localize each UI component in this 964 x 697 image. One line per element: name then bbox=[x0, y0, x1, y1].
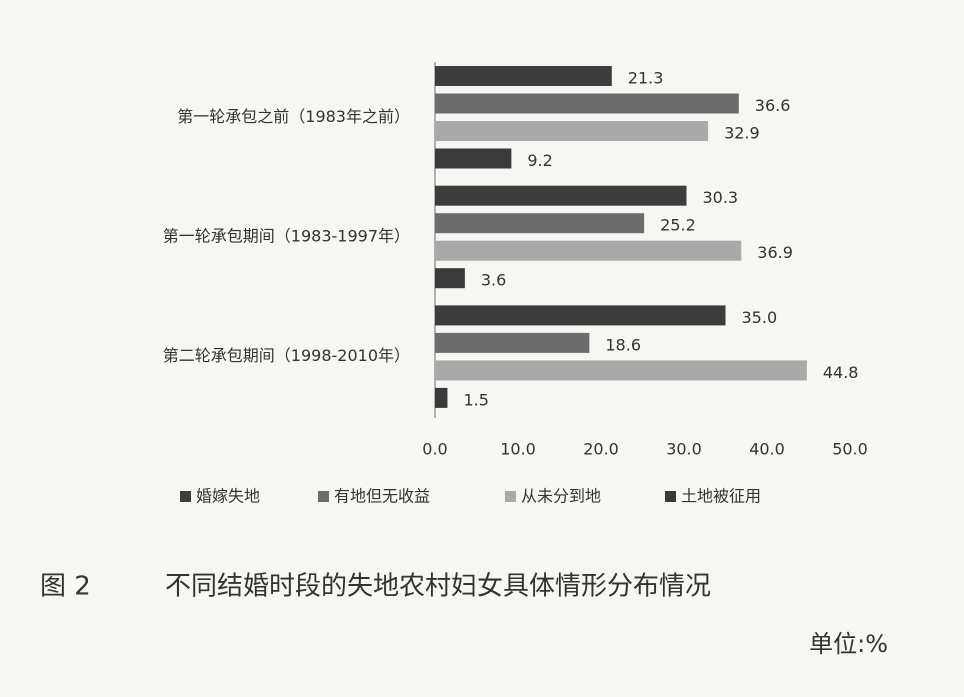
value-label: 36.9 bbox=[757, 243, 793, 262]
bar bbox=[435, 121, 709, 141]
value-label: 25.2 bbox=[660, 216, 696, 235]
legend-swatch bbox=[318, 491, 329, 502]
value-label: 32.9 bbox=[724, 124, 760, 143]
figure-label: 图 2 bbox=[40, 572, 91, 602]
bar bbox=[435, 268, 465, 289]
bar bbox=[435, 332, 590, 353]
legend-label: 从未分到地 bbox=[521, 487, 601, 506]
value-label: 1.5 bbox=[463, 390, 488, 409]
legend-swatch bbox=[665, 491, 676, 502]
legend-label: 婚嫁失地 bbox=[196, 487, 260, 506]
x-tick-label: 50.0 bbox=[832, 440, 868, 459]
value-label: 35.0 bbox=[742, 308, 778, 327]
legend-label: 有地但无收益 bbox=[334, 487, 430, 506]
value-label: 3.6 bbox=[481, 271, 506, 290]
bar bbox=[435, 185, 687, 206]
x-tick-label: 10.0 bbox=[500, 440, 536, 459]
legend-label: 土地被征用 bbox=[681, 487, 761, 506]
x-tick-label: 30.0 bbox=[666, 440, 702, 459]
value-label: 44.8 bbox=[823, 363, 859, 382]
value-label: 21.3 bbox=[628, 69, 664, 88]
bar bbox=[435, 387, 448, 408]
value-label: 18.6 bbox=[605, 335, 641, 354]
legend-swatch bbox=[180, 491, 191, 502]
bar bbox=[435, 305, 726, 326]
bar bbox=[435, 240, 742, 261]
value-label: 9.2 bbox=[527, 151, 552, 170]
bar bbox=[435, 148, 512, 169]
bar bbox=[435, 93, 739, 114]
unit-note: 单位:% bbox=[809, 630, 888, 658]
value-label: 30.3 bbox=[702, 188, 738, 207]
x-tick-label: 40.0 bbox=[749, 440, 785, 459]
category-label: 第一轮承包期间（1983-1997年） bbox=[163, 226, 410, 245]
bar bbox=[435, 213, 645, 234]
category-label: 第一轮承包之前（1983年之前） bbox=[177, 107, 410, 126]
x-tick-label: 0.0 bbox=[422, 440, 447, 459]
value-label: 36.6 bbox=[755, 96, 791, 115]
caption: 不同结婚时段的失地农村妇女具体情形分布情况 bbox=[165, 572, 711, 602]
x-tick-label: 20.0 bbox=[583, 440, 619, 459]
legend-swatch bbox=[505, 491, 516, 502]
bar bbox=[435, 66, 612, 86]
bar bbox=[435, 360, 807, 381]
category-label: 第二轮承包期间（1998-2010年） bbox=[163, 346, 410, 365]
